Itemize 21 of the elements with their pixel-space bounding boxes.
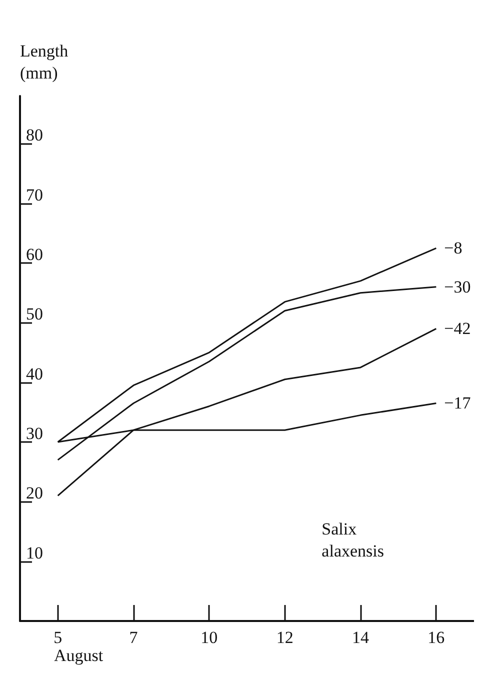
x-tick-label: 10 [200,628,218,647]
x-tick-label: 16 [428,628,445,647]
x-tick-label: 12 [276,628,294,647]
series-label: −8 [444,238,462,258]
y-tick-label: 50 [26,304,43,324]
x-tick-label: 7 [129,628,138,647]
x-tick-label: 14 [352,628,370,647]
series-label: −42 [444,319,471,338]
y-tick-label: 10 [26,543,43,562]
series-label: −17 [444,394,472,413]
y-tick-label: 70 [26,185,43,204]
x-axis-title: August [54,646,104,665]
y-tick-label: 40 [26,364,43,384]
x-tick-label: 5 [54,628,62,647]
y-tick-label: 60 [26,245,43,264]
annotation: Salix alaxensis [322,520,384,560]
y-axis-title: Length (mm) [20,42,69,82]
y-tick-label: 80 [26,126,43,145]
series-label: −30 [444,277,471,296]
y-tick-label: 30 [26,424,43,444]
y-tick-label: 20 [26,484,43,503]
